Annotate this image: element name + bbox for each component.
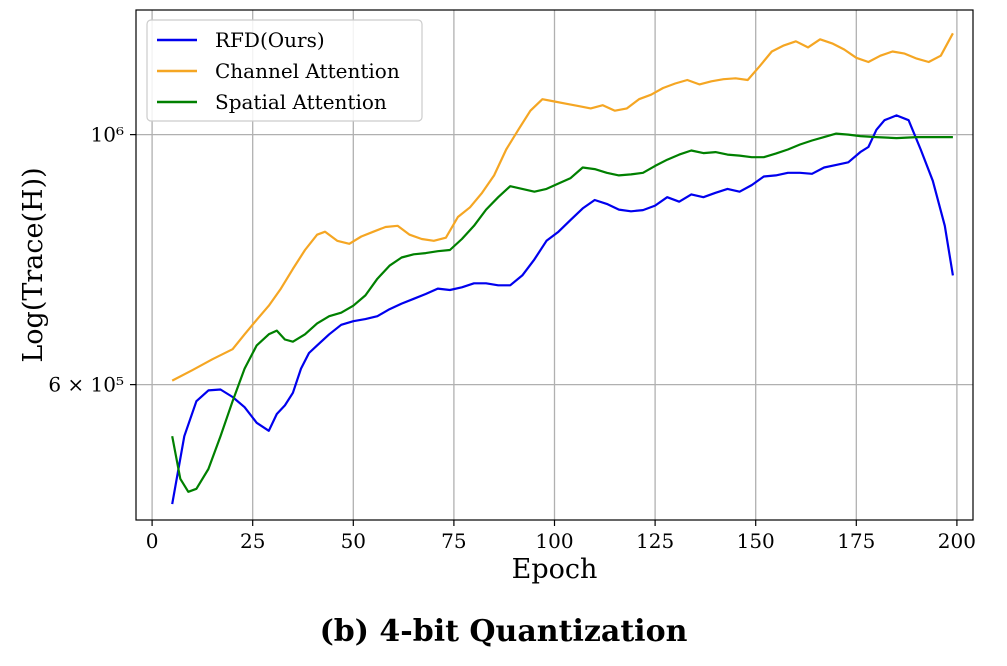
x-tick-label: 0 <box>146 529 159 553</box>
y-axis-label: Log(Trace(H)) <box>18 167 49 362</box>
series-line-0 <box>171 114 954 505</box>
x-tick-label: 50 <box>341 529 366 553</box>
x-tick-label: 175 <box>837 529 875 553</box>
legend-label: RFD(Ours) <box>215 28 325 52</box>
figure-caption: (b) 4-bit Quantization <box>319 614 688 649</box>
x-tick-label: 25 <box>240 529 265 553</box>
x-tick-label: 75 <box>441 529 466 553</box>
x-tick-label: 150 <box>737 529 775 553</box>
series-line-1 <box>171 32 954 382</box>
series-line-2 <box>171 132 953 493</box>
legend-label: Spatial Attention <box>215 90 387 114</box>
x-tick-label: 125 <box>636 529 674 553</box>
y-tick-label: 6 × 10⁵ <box>48 373 124 397</box>
series-lines <box>171 32 954 505</box>
x-axis-label: Epoch <box>512 554 598 585</box>
x-tick-label: 200 <box>938 529 976 553</box>
legend-label: Channel Attention <box>215 59 400 83</box>
axis-ticks: 0 25 50 75 100 125 150 175 200 6 × 10⁵ 10⁶ <box>48 123 976 553</box>
legend-box <box>146 19 423 122</box>
legend: RFD(Ours) Channel Attention Spatial Attent… <box>146 19 423 122</box>
y-tick-label: 10⁶ <box>91 123 124 147</box>
x-tick-label: 100 <box>535 529 573 553</box>
